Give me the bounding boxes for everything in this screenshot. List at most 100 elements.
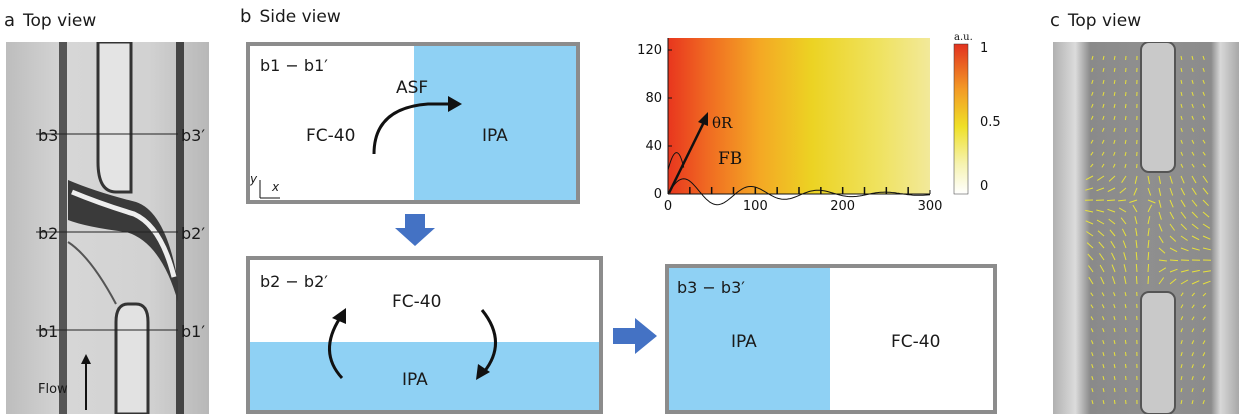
velocity-vector (1119, 187, 1127, 194)
fluid-label-ipa: IPA (482, 126, 508, 146)
velocity-vector (1180, 151, 1184, 156)
velocity-vector (1124, 328, 1127, 333)
velocity-vector (1147, 204, 1153, 213)
velocity-vector (1202, 235, 1211, 240)
axis-y-label: y (250, 172, 258, 186)
velocity-vector (1088, 276, 1094, 285)
section-label-b3-prime: b3′ (181, 126, 205, 145)
velocity-vector (1191, 91, 1194, 96)
velocity-vector (1133, 187, 1138, 196)
velocity-vector (1113, 139, 1116, 144)
velocity-vector (1191, 211, 1198, 219)
velocity-vector (1169, 247, 1178, 253)
section-title: b2 − b2′ (260, 272, 328, 291)
velocity-vector (1202, 175, 1209, 183)
velocity-vector (1090, 151, 1094, 156)
velocity-vector (1090, 163, 1094, 168)
velocity-vector (1147, 275, 1149, 285)
velocity-vector (1180, 163, 1184, 168)
velocity-vector (1202, 211, 1210, 218)
velocity-vector (1169, 175, 1173, 184)
velocity-vector (1202, 67, 1205, 72)
velocity-vector (1098, 241, 1105, 249)
velocity-vector (1123, 252, 1127, 261)
velocity-vector (1147, 239, 1150, 249)
velocity-vector (1191, 364, 1194, 369)
velocity-vector (1180, 304, 1184, 309)
velocity-vector (1191, 269, 1200, 273)
velocity-vector (1180, 199, 1186, 208)
velocity-vector (1191, 340, 1195, 345)
velocity-vector (1113, 67, 1116, 72)
colorbar-tick-1: 1 (980, 41, 988, 56)
velocity-vector (1180, 364, 1183, 369)
piv-micrograph-c (1053, 42, 1239, 414)
velocity-vector (1113, 327, 1116, 333)
x-tick-label: 100 (743, 199, 768, 214)
velocity-vector (1099, 253, 1105, 261)
velocity-vector (1113, 55, 1116, 60)
velocity-vector (1111, 264, 1116, 273)
velocity-vector (1102, 67, 1105, 73)
velocity-vector (1129, 199, 1138, 203)
velocity-vector (1096, 209, 1105, 213)
velocity-vector (1180, 269, 1189, 273)
side-view-box-b1: b1 − b1′ FC-40 IPA ASF y x (246, 42, 580, 204)
velocity-vector (1180, 223, 1188, 231)
velocity-vector (1113, 79, 1116, 85)
panel-c-label: c Top view (1050, 10, 1142, 31)
velocity-vector (1147, 187, 1152, 196)
velocity-vector (1169, 268, 1178, 273)
x-tick-label: 0 (664, 199, 672, 214)
velocity-vector (1125, 79, 1127, 85)
section-label-b3: b3 (38, 126, 59, 145)
velocity-vector (1180, 55, 1183, 61)
velocity-vector (1110, 240, 1116, 249)
velocity-vector (1202, 187, 1209, 195)
velocity-vector (1202, 223, 1211, 229)
velocity-vector (1113, 316, 1116, 321)
section-label-b2-prime: b2′ (181, 224, 205, 243)
velocity-vector (1191, 304, 1195, 309)
velocity-vector (1113, 103, 1116, 109)
velocity-vector (1090, 328, 1094, 333)
velocity-vector (1085, 220, 1094, 225)
velocity-vector (1112, 163, 1116, 168)
velocity-vector (1085, 209, 1094, 213)
velocity-vector (1180, 187, 1186, 196)
axis-x-label: x (272, 180, 280, 194)
velocity-vector (1113, 304, 1116, 309)
velocity-vector (1158, 199, 1162, 208)
velocity-vector (1158, 259, 1167, 262)
velocity-vector (1158, 277, 1165, 285)
side-view-box-b3: b3 − b3′ IPA FC-40 (665, 264, 997, 414)
velocity-vector (1180, 328, 1183, 333)
velocity-vector (1124, 127, 1127, 132)
velocity-vector (1202, 139, 1206, 144)
velocity-vector (1102, 375, 1105, 381)
velocity-vector (1113, 363, 1116, 369)
velocity-vector (1091, 364, 1094, 369)
velocity-vector (1122, 240, 1127, 249)
velocity-vector (1202, 199, 1209, 207)
velocity-vector (1087, 265, 1094, 273)
panel-b-label: b Side view (240, 6, 341, 27)
velocity-vector (1169, 199, 1174, 208)
velocity-vector (1123, 264, 1127, 273)
velocity-vector (1125, 351, 1127, 357)
recirculation-arrows (328, 308, 497, 380)
velocity-vector (1086, 231, 1094, 237)
velocity-vector (1090, 316, 1094, 321)
velocity-vector (1147, 175, 1150, 184)
velocity-vector (1090, 292, 1094, 297)
velocity-vector (1180, 91, 1183, 97)
asf-arrow (259, 96, 462, 199)
velocity-vector (1102, 91, 1105, 96)
velocity-vector (1169, 187, 1174, 196)
velocity-vector (1124, 103, 1127, 109)
section-label-b1-prime: b1′ (181, 322, 205, 341)
velocity-vector (1108, 175, 1116, 182)
velocity-vector (1111, 252, 1116, 261)
velocity-vector (1202, 280, 1211, 285)
y-tick-label: 0 (654, 187, 662, 202)
